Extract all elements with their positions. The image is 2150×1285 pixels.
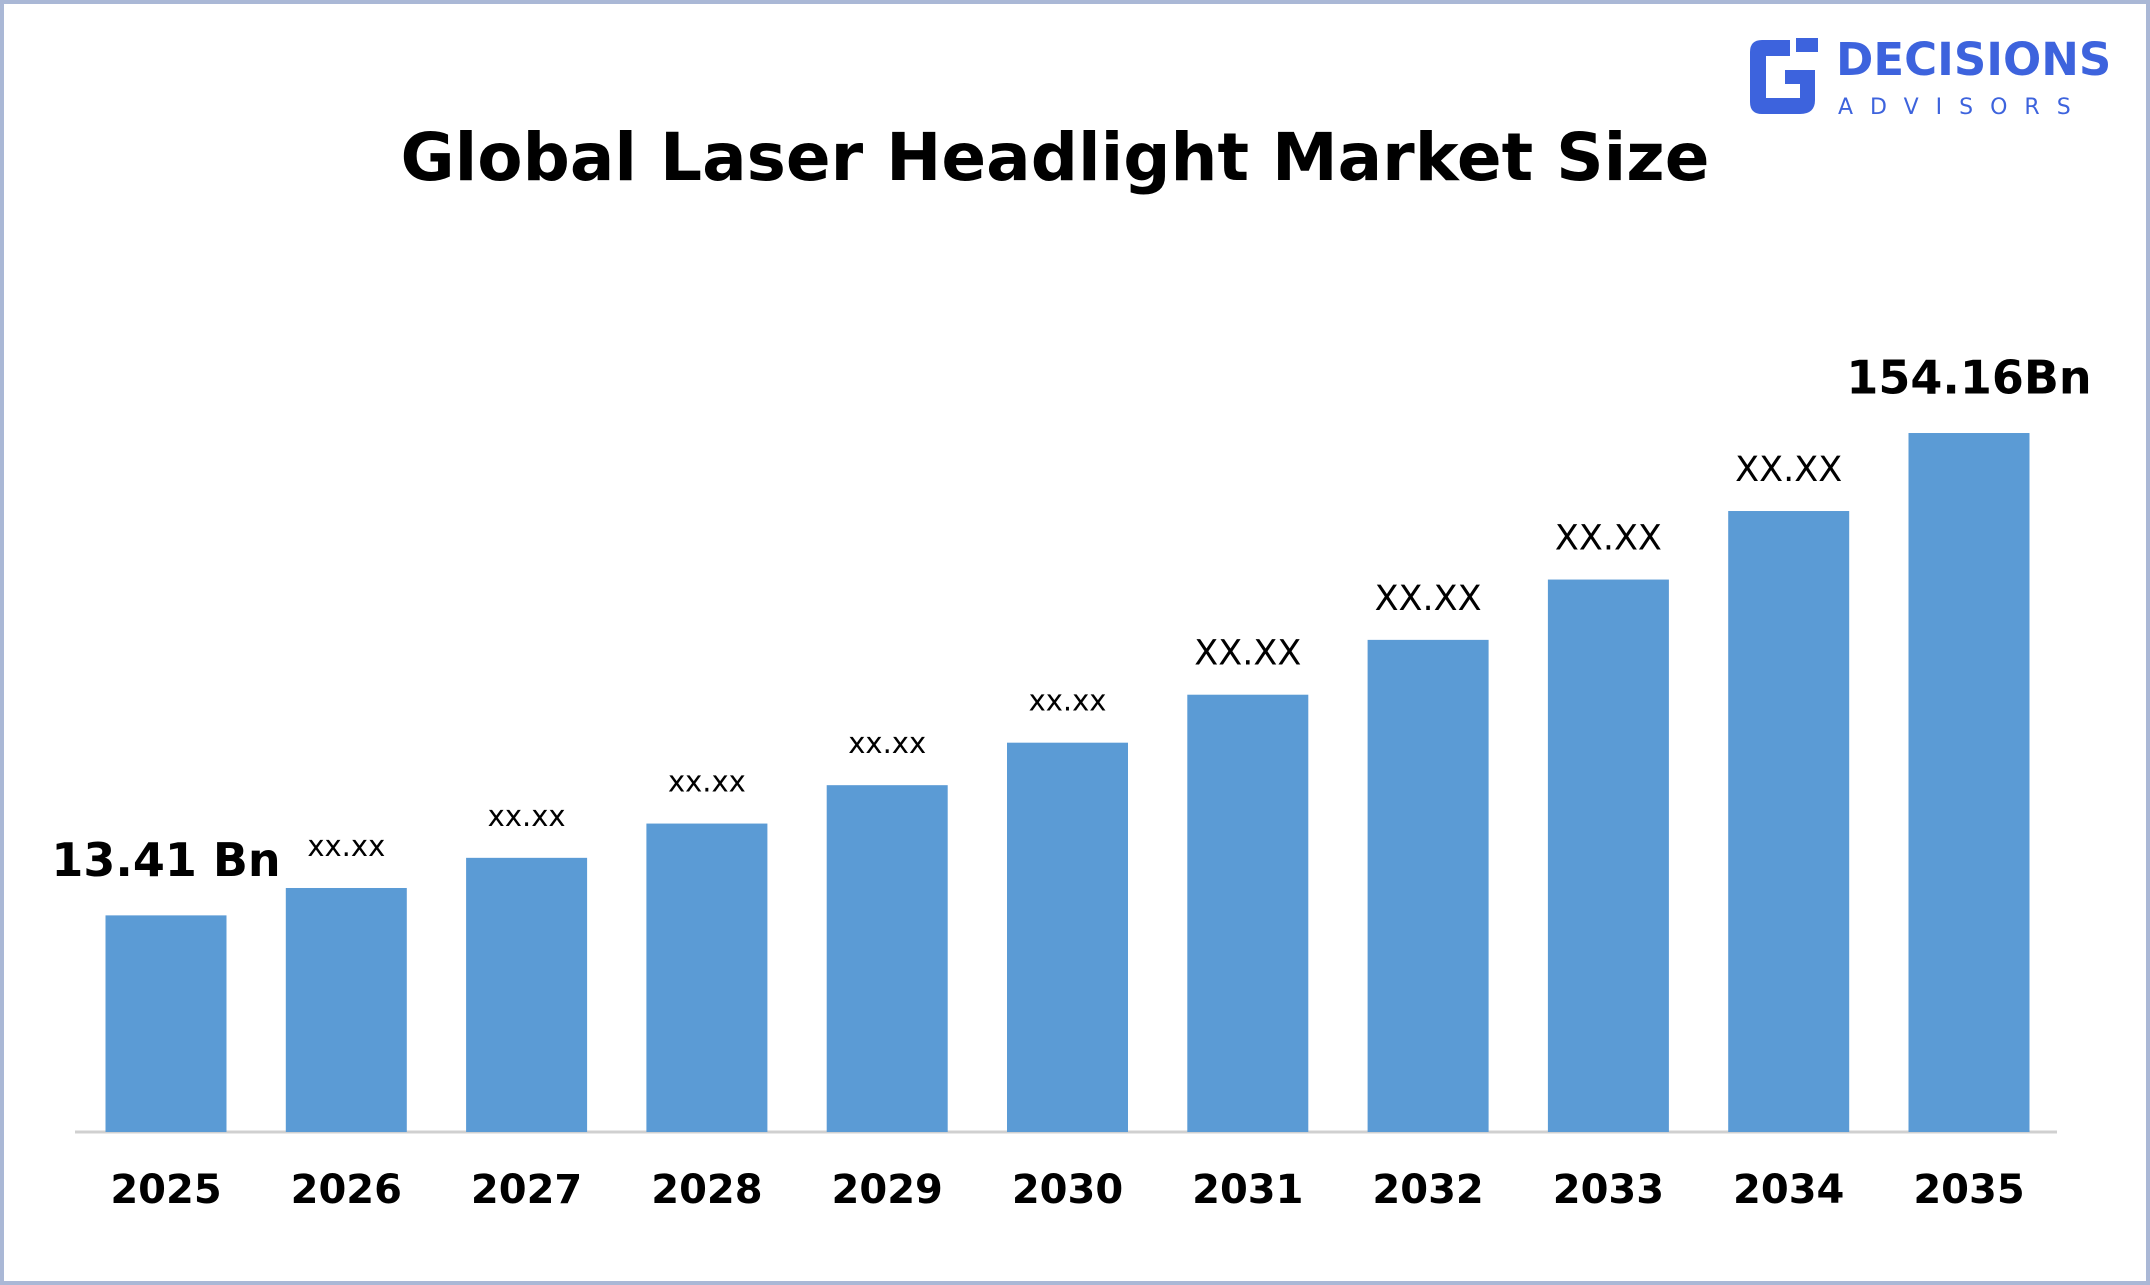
value-label: xx.xx [668,765,746,799]
logo-icon-bar [1796,38,1818,52]
bar [1007,742,1128,1132]
bar [826,785,948,1132]
x-tick-label: 2029 [832,1167,943,1213]
x-tick-label: 2028 [651,1167,762,1213]
x-tick-label: 2034 [1733,1167,1844,1213]
value-label: XX.XX [1735,450,1842,490]
value-label: XX.XX [1555,519,1662,559]
bar [646,823,768,1132]
x-tick-label: 2025 [110,1167,221,1213]
value-label: xx.xx [488,799,566,833]
logo-icon [1750,40,1815,114]
logo: DECISIONS ADVISORS [1750,33,2111,120]
value-label: xx.xx [848,726,926,760]
x-tick-label: 2033 [1553,1167,1664,1213]
value-label: 13.41 Bn [51,833,280,887]
bar [1187,694,1309,1132]
bar [1728,511,1850,1133]
value-label: xx.xx [307,829,385,863]
value-label: 154.16Bn [1846,351,2091,405]
bar [1547,579,1669,1132]
x-tick-label: 2027 [471,1167,582,1213]
x-tick-label: 2031 [1192,1167,1303,1213]
bar [1908,433,2030,1132]
value-label: XX.XX [1375,579,1482,619]
logo-name: DECISIONS [1836,33,2111,86]
chart-title: Global Laser Headlight Market Size [401,119,1710,196]
bar [105,915,227,1132]
bar [1367,639,1489,1132]
logo-tagline: ADVISORS [1838,95,2088,120]
bar [466,857,588,1132]
x-tick-label: 2035 [1913,1167,2024,1213]
x-tick-label: 2030 [1012,1167,1123,1213]
x-tick-label: 2032 [1372,1167,1483,1213]
value-label: xx.xx [1029,684,1107,718]
value-label: XX.XX [1194,634,1301,674]
x-tick-label: 2026 [291,1167,402,1213]
bar [285,887,407,1132]
